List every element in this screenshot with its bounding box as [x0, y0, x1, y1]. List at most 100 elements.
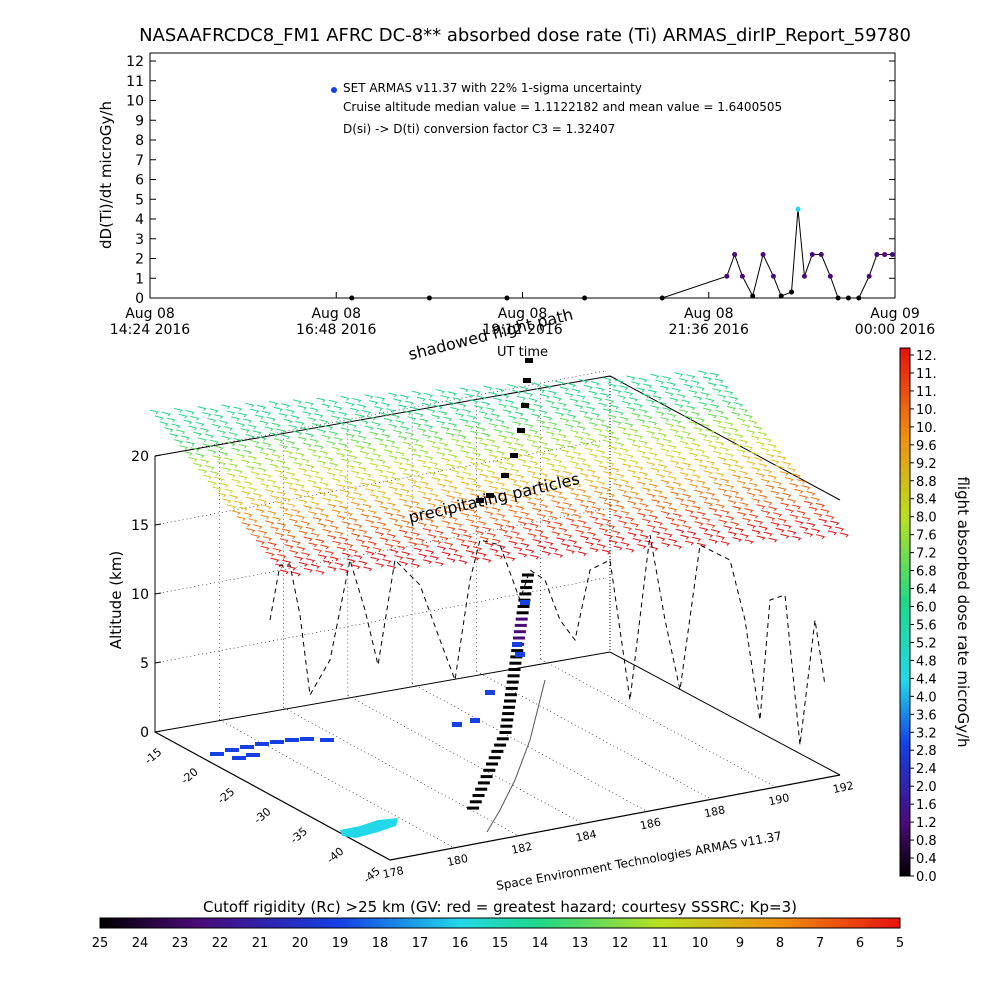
rigidity-cell — [577, 488, 587, 494]
data-point — [732, 252, 738, 258]
rigidity-cell — [505, 431, 515, 436]
rigidity-cell — [674, 372, 684, 377]
rigidity-cell — [326, 440, 336, 446]
top-x-axis-label: UT time — [497, 345, 548, 360]
flight-path-marker — [483, 768, 496, 772]
rigidity-cell — [322, 560, 332, 566]
rigidity-cell — [387, 564, 397, 570]
rigidity-cell — [300, 520, 311, 526]
rigidity-cell — [404, 400, 415, 406]
dose-tick-label: 11. — [916, 385, 937, 400]
rigidity-cell — [324, 487, 334, 493]
rigidity-cell — [224, 457, 234, 463]
rigidity-cell — [313, 548, 323, 554]
rigidity-cell — [524, 392, 534, 397]
rigidity-cell — [483, 448, 494, 454]
rigidity-cell — [548, 421, 558, 427]
rigidity-cell — [290, 446, 300, 452]
rigidity-cell — [382, 558, 392, 564]
flight-path-marker — [521, 579, 534, 583]
ground-patch — [210, 752, 224, 756]
rigidity-cell — [508, 509, 518, 515]
rigidity-cell — [374, 500, 384, 505]
rigidity-cell — [457, 465, 467, 471]
rigidity-cell — [393, 492, 403, 498]
rigidity-cell — [431, 508, 442, 514]
rigidity-cell — [708, 507, 718, 513]
rigidity-cell — [565, 517, 575, 523]
rigidity-cell — [765, 484, 775, 490]
rigidity-cell — [340, 427, 350, 433]
rigidity-cell — [235, 422, 245, 428]
rigidity-tick-label: 20 — [292, 936, 309, 951]
rigidity-cell — [603, 471, 613, 477]
rigidity-cell — [456, 538, 466, 543]
rigidity-cell — [209, 439, 219, 445]
rigidity-cell — [634, 434, 644, 440]
rigidity-cell — [412, 484, 422, 490]
rigidity-cell — [536, 450, 546, 456]
rigidity-cell — [245, 402, 255, 408]
rigidity-cell — [803, 500, 813, 506]
rigidity-cell — [568, 539, 578, 545]
rigidity-cell — [377, 521, 387, 527]
rigidity-cell — [500, 393, 510, 399]
rigidity-cell — [393, 523, 404, 529]
rigidity-cell — [346, 558, 356, 564]
rigidity-cell — [400, 457, 410, 463]
rigidity-cell — [477, 489, 487, 495]
rigidity-cell — [744, 507, 754, 513]
rigidity-cell — [233, 406, 243, 412]
rigidity-cell — [620, 510, 630, 516]
rigidity-cell — [651, 530, 661, 536]
rigidity-cell — [441, 551, 451, 557]
rigidity-cell — [350, 501, 360, 507]
rigidity-cell — [556, 537, 566, 543]
rigidity-cell — [258, 530, 268, 536]
rigidity-cell — [491, 538, 501, 544]
rigidity-cell — [355, 445, 365, 450]
rigidity-cell — [474, 405, 484, 411]
rigidity-cell — [498, 528, 509, 534]
rigidity-cell — [653, 426, 663, 432]
rigidity-cell — [602, 408, 612, 414]
rigidity-cell — [374, 468, 384, 474]
rigidity-cell — [255, 508, 265, 514]
rigidity-cell — [691, 411, 701, 417]
rigidity-cell — [622, 432, 632, 438]
rigidity-cell — [722, 431, 732, 437]
rigidity-cell — [247, 424, 257, 430]
rigidity-cell — [725, 515, 735, 521]
rigidity-cell — [596, 512, 606, 518]
rigidity-cell — [421, 433, 431, 439]
rigidity-cell — [475, 530, 485, 536]
rigidity-cell — [344, 542, 354, 548]
rigidity-cell — [347, 423, 357, 429]
x-tick-time: 16:48 2016 — [296, 322, 377, 338]
rigidity-cell — [810, 496, 821, 502]
rigidity-cell — [391, 508, 401, 513]
rigidity-cell — [629, 522, 640, 528]
rigidity-cell — [465, 487, 475, 493]
rigidity-cell — [408, 541, 418, 547]
rigidity-cell — [610, 436, 620, 441]
dose-tick-label: 6.0 — [916, 601, 937, 616]
rigidity-cell — [429, 492, 439, 498]
rigidity-cell — [286, 503, 296, 508]
rigidity-cell — [338, 505, 349, 511]
rigidity-cell — [422, 559, 432, 565]
rigidity-cell — [266, 416, 276, 422]
rigidity-cell — [415, 506, 425, 512]
rigidity-cell — [371, 453, 382, 458]
rigidity-cell — [579, 441, 589, 447]
rigidity-cell — [601, 518, 611, 524]
rigidity-cell — [369, 494, 379, 499]
rigidity-cell — [348, 454, 358, 460]
rigidity-cell — [839, 532, 849, 538]
rigidity-cell — [501, 550, 511, 556]
dose-tick-label: 2.4 — [916, 762, 937, 777]
rigidity-cell — [348, 548, 358, 554]
data-point — [750, 293, 756, 299]
rigidity-cell — [582, 494, 592, 500]
rigidity-cell — [513, 546, 523, 552]
